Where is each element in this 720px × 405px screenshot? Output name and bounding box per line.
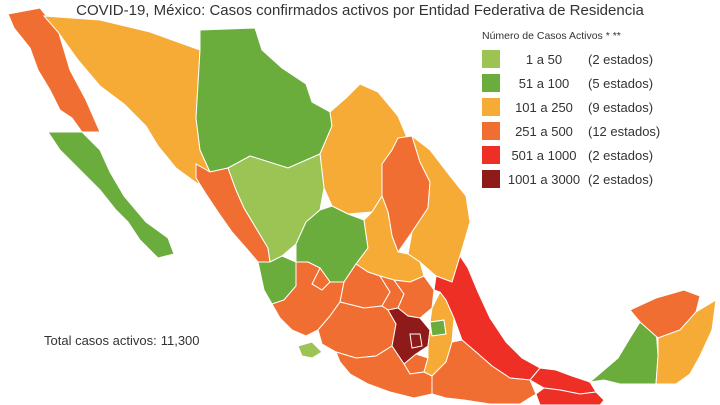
legend-item: 501 a 1000 (2 estados) <box>482 144 718 168</box>
legend-item: 251 a 500 (12 estados) <box>482 120 718 144</box>
legend-range: 101 a 250 <box>515 100 573 115</box>
legend-range: 1001 a 3000 <box>507 172 581 187</box>
legend-title: Número de Casos Activos * ** <box>482 30 621 42</box>
state-baja-california[interactable] <box>7 7 101 133</box>
legend-range: 51 a 100 <box>518 76 570 91</box>
state-chiapas[interactable] <box>535 387 605 405</box>
legend-count: (12 estados) <box>588 124 661 139</box>
state-campeche[interactable] <box>588 321 659 385</box>
state-baja-california-sur[interactable] <box>47 131 175 259</box>
state-cdmx[interactable] <box>409 333 423 349</box>
legend-range: 501 a 1000 <box>511 148 577 163</box>
state-colima[interactable] <box>297 341 323 359</box>
legend-count: (2 estados) <box>588 52 654 67</box>
total-label: Total casos activos: <box>44 333 157 348</box>
legend-item: 1001 a 3000 (2 estados) <box>482 168 718 192</box>
legend: Número de Casos Activos * ** 1 a 50 (2 e… <box>482 30 718 192</box>
legend-item: 101 a 250 (9 estados) <box>482 96 718 120</box>
state-mexico[interactable] <box>387 307 431 365</box>
map-title: COVID-19, México: Casos confirmados acti… <box>76 2 644 19</box>
legend-count: (5 estados) <box>588 76 654 91</box>
state-tlaxcala[interactable] <box>429 319 447 337</box>
legend-item: 51 a 100 (5 estados) <box>482 72 718 96</box>
state-guerrero[interactable] <box>335 345 433 399</box>
legend-swatch <box>482 146 500 164</box>
legend-swatch <box>482 122 500 140</box>
legend-count: (9 estados) <box>588 100 654 115</box>
legend-swatch <box>482 170 500 188</box>
legend-swatch <box>482 50 500 68</box>
total-value: 11,300 <box>160 333 200 348</box>
legend-swatch <box>482 98 500 116</box>
total-active-cases: Total casos activos: 11,300 <box>44 333 204 348</box>
legend-range: 1 a 50 <box>525 52 563 67</box>
state-hidalgo[interactable] <box>392 275 435 319</box>
legend-item: 1 a 50 (2 estados) <box>482 48 718 72</box>
legend-count: (2 estados) <box>588 172 654 187</box>
state-sonora[interactable] <box>42 15 211 185</box>
legend-items: 1 a 50 (2 estados) 51 a 100 (5 estados) … <box>482 48 718 192</box>
legend-count: (2 estados) <box>588 148 654 163</box>
state-chihuahua[interactable] <box>195 27 333 173</box>
legend-swatch <box>482 74 500 92</box>
legend-range: 251 a 500 <box>515 124 573 139</box>
state-quintana-roo[interactable] <box>655 299 717 385</box>
